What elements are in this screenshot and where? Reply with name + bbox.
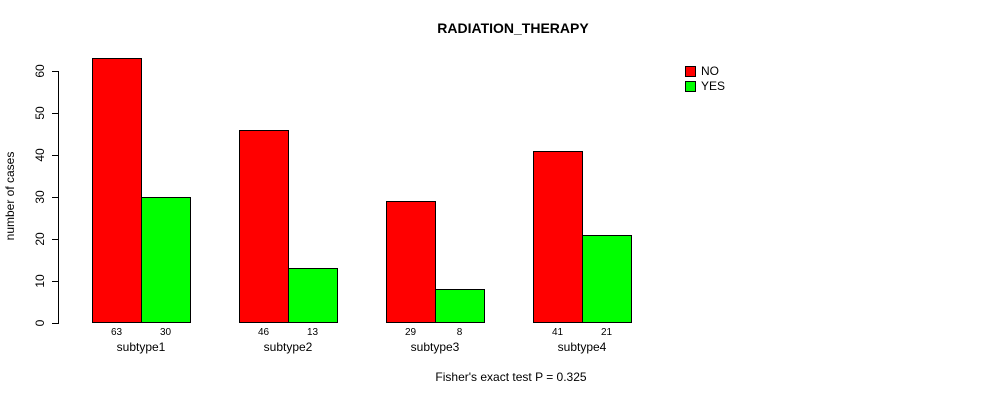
bar-no-subtype1 — [92, 58, 142, 323]
category-label: subtype2 — [263, 340, 313, 354]
y-tick-mark — [52, 323, 58, 324]
bar-no-subtype4 — [533, 151, 583, 323]
bar-value-label: 63 — [110, 327, 123, 338]
bar-yes-subtype1 — [141, 197, 191, 323]
bar-no-subtype3 — [386, 201, 436, 323]
chart-title: RADIATION_THERAPY — [437, 20, 589, 36]
y-tick-label: 30 — [33, 190, 47, 204]
bar-yes-subtype4 — [582, 235, 632, 323]
legend-label-no: NO — [701, 64, 719, 78]
bar-yes-subtype3 — [435, 289, 485, 323]
legend-item-no: NO — [685, 64, 725, 78]
y-tick-label: 20 — [33, 232, 47, 246]
y-tick-mark — [52, 71, 58, 72]
bar-no-subtype2 — [239, 130, 289, 323]
y-axis-line — [58, 71, 59, 324]
legend-swatch-yes-icon — [685, 80, 696, 92]
y-tick-mark — [52, 155, 58, 156]
y-tick-label: 50 — [33, 106, 47, 120]
y-tick-mark — [52, 113, 58, 114]
bar-value-label: 30 — [159, 327, 172, 338]
category-label: subtype1 — [116, 340, 166, 354]
bar-value-label: 13 — [306, 327, 319, 338]
bar-yes-subtype2 — [288, 268, 338, 323]
legend-swatch-no-icon — [685, 65, 696, 77]
bar-value-label: 46 — [257, 327, 270, 338]
y-tick-label: 40 — [33, 148, 47, 162]
bar-value-label: 21 — [600, 327, 613, 338]
y-tick-mark — [52, 197, 58, 198]
bar-value-label: 8 — [456, 327, 463, 338]
fisher-test-annotation: Fisher's exact test P = 0.325 — [435, 370, 587, 384]
y-tick-label: 10 — [33, 274, 47, 288]
legend-label-yes: YES — [701, 79, 726, 93]
y-tick-label: 0 — [33, 319, 47, 327]
legend: NO YES — [685, 64, 725, 94]
category-label: subtype3 — [410, 340, 460, 354]
y-tick-label: 60 — [33, 64, 47, 78]
bar-value-label: 41 — [551, 327, 564, 338]
bar-value-label: 29 — [404, 327, 417, 338]
y-tick-mark — [52, 239, 58, 240]
y-tick-mark — [52, 281, 58, 282]
legend-item-yes: YES — [685, 79, 725, 93]
category-label: subtype4 — [557, 340, 607, 354]
